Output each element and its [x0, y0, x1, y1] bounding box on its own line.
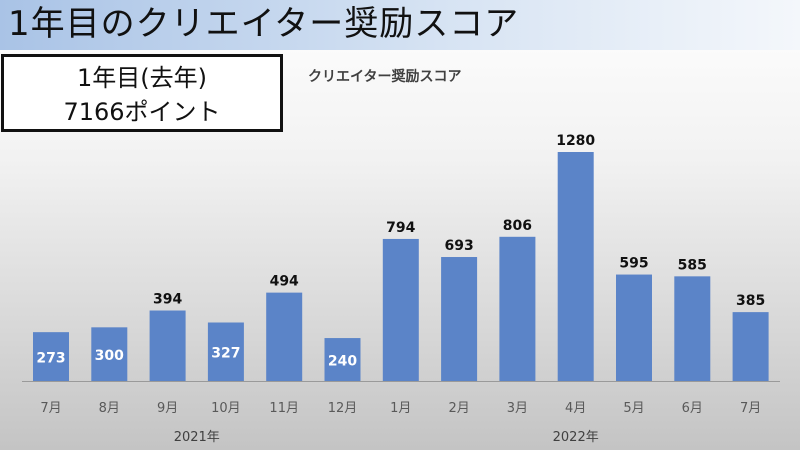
x-tick-label: 11月 — [269, 401, 299, 416]
summary-period: 1年目(去年) — [77, 64, 207, 92]
x-tick-label: 1月 — [390, 401, 411, 416]
bar — [266, 292, 303, 381]
x-tick-label: 6月 — [682, 401, 703, 416]
bar — [33, 332, 69, 381]
bar — [382, 238, 419, 381]
bar — [91, 327, 128, 381]
x-tick-label: 7月 — [740, 401, 761, 416]
year-group-label: 2021年 — [174, 430, 220, 445]
data-label: 300 — [95, 348, 124, 364]
bar — [499, 236, 536, 381]
x-tick-label: 9月 — [157, 401, 178, 416]
data-label: 394 — [153, 292, 182, 308]
data-label: 585 — [678, 257, 707, 273]
x-tick-label: 4月 — [565, 401, 586, 416]
x-tick-label: 12月 — [328, 401, 358, 416]
x-tick-label: 10月 — [211, 401, 241, 416]
bar — [441, 257, 478, 381]
x-tick-label: 5月 — [623, 401, 644, 416]
data-label: 327 — [211, 346, 240, 362]
title-band — [0, 0, 800, 50]
data-label: 1280 — [556, 133, 595, 149]
data-label: 693 — [444, 238, 473, 254]
year-group-label: 2022年 — [553, 430, 599, 445]
summary-points: 7166ポイント — [63, 98, 221, 126]
data-label: 595 — [619, 256, 648, 272]
data-label: 240 — [328, 354, 357, 370]
bar — [616, 274, 652, 381]
bar — [149, 310, 186, 381]
x-tick-label: 8月 — [99, 401, 120, 416]
bar — [732, 312, 769, 381]
summary-box: 1年目(去年) 7166ポイント — [1, 54, 283, 132]
bar — [674, 276, 711, 381]
data-label: 806 — [503, 218, 532, 234]
bar — [557, 152, 594, 381]
x-tick-label: 3月 — [507, 401, 528, 416]
x-tick-label: 7月 — [40, 401, 61, 416]
data-label: 494 — [270, 274, 299, 290]
bar — [324, 338, 361, 381]
page-title: 1年目のクリエイター奨励スコア — [8, 4, 520, 44]
x-tick-label: 2月 — [448, 401, 469, 416]
data-label: 794 — [386, 220, 415, 236]
data-label: 273 — [36, 351, 65, 367]
bar — [207, 322, 244, 381]
data-label: 385 — [736, 293, 765, 309]
chart-title: クリエイター奨励スコア — [308, 69, 462, 85]
